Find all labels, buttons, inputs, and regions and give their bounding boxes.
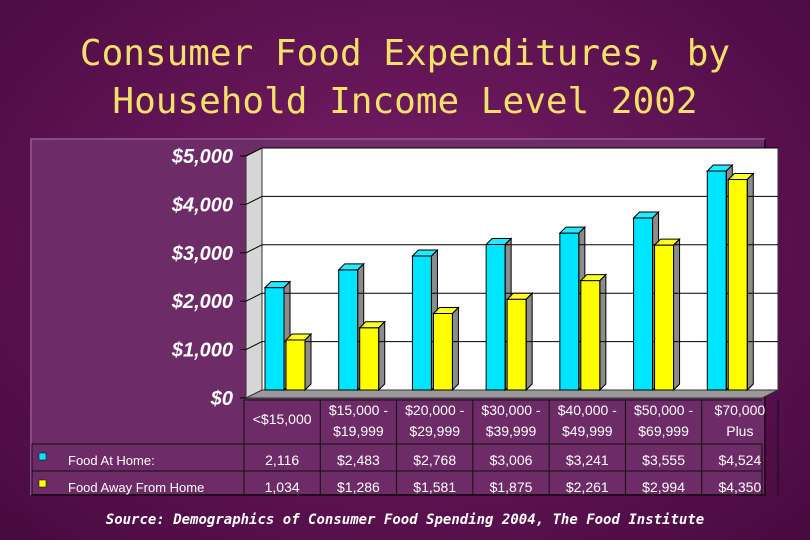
chart-title: Consumer Food Expenditures, by Household… <box>0 30 810 126</box>
bar-food-at-home-face <box>559 232 580 391</box>
bar-food-at-home-face <box>706 170 727 391</box>
bar-food-away <box>432 306 460 392</box>
y-tick-label: $4,000 <box>171 194 233 216</box>
data-value-label: $4,350 <box>718 479 761 495</box>
bar-food-away-side <box>599 273 607 392</box>
x-category-label: $15,000 - <box>329 402 388 418</box>
bar-food-away <box>653 237 681 392</box>
bar-food-at-home-face <box>264 287 285 391</box>
x-category-label: $49,999 <box>562 423 613 439</box>
legend-swatch <box>38 479 47 488</box>
data-value-label: $2,994 <box>642 479 685 495</box>
plot-floor <box>245 389 779 399</box>
bar-food-away-face <box>506 298 527 391</box>
bar-food-away-side <box>746 172 754 392</box>
bar-food-at-home-face <box>338 269 359 391</box>
bar-food-away-face <box>727 178 748 391</box>
bar-food-away <box>284 332 313 392</box>
data-value-label: $2,483 <box>337 452 380 468</box>
data-value-label: $4,524 <box>718 452 761 468</box>
data-value-label: 2,116 <box>265 452 299 468</box>
x-category-label: Plus <box>726 423 753 439</box>
x-category-label: $69,999 <box>638 423 689 439</box>
legend-series-label: Food At Home: <box>68 453 155 468</box>
bar-food-away <box>358 320 386 392</box>
chart-title-line-2: Household Income Level 2002 <box>112 81 698 122</box>
data-value-label: $1,581 <box>413 479 456 495</box>
bar-food-away-face <box>285 339 306 391</box>
gridline-side <box>245 147 263 157</box>
y-tick-label: $3,000 <box>171 243 233 265</box>
gridline-side <box>245 244 263 254</box>
data-value-label: $1,875 <box>490 479 533 495</box>
y-tick-label: $2,000 <box>171 291 233 313</box>
x-category-label: $30,000 - <box>481 402 540 418</box>
x-category-label: $20,000 - <box>405 402 464 418</box>
bar-food-away-side <box>304 332 312 392</box>
bar-food-away <box>579 273 608 392</box>
source-note: Source: Demographics of Consumer Food Sp… <box>105 512 705 528</box>
gridline-side <box>245 292 263 302</box>
y-tick-label: $1,000 <box>171 340 233 362</box>
y-tick-label: $0 <box>210 388 233 410</box>
data-value-label: $3,006 <box>490 452 533 468</box>
x-category-label: <$15,000 <box>253 411 312 427</box>
bar-food-away-face <box>432 312 453 391</box>
x-category-label: $40,000 - <box>558 402 617 418</box>
data-value-label: $2,261 <box>566 479 609 495</box>
x-category-label: $50,000 - <box>634 402 693 418</box>
gridline-side <box>245 341 263 351</box>
data-table: <$15,000 $15,000 - $19,999 $20,000 - $29,999… <box>31 399 779 496</box>
data-value-label: $3,241 <box>566 452 609 468</box>
data-value-label: $3,555 <box>642 452 685 468</box>
x-category-label: $39,999 <box>486 423 537 439</box>
bar-food-away-face <box>580 280 601 391</box>
x-category-label: $70,000 <box>715 402 766 418</box>
chart-title-line-1: Consumer Food Expenditures, by <box>79 33 731 74</box>
bar-food-at-home-face <box>633 217 654 391</box>
bar-food-at-home-face <box>485 244 506 391</box>
bar-food-away-side <box>451 306 459 392</box>
x-category-label: $29,999 <box>409 423 460 439</box>
legend-swatch <box>38 452 47 461</box>
data-value-label: 1,034 <box>265 479 300 495</box>
gridline-side <box>245 195 263 205</box>
bar-food-away-face <box>359 327 380 391</box>
data-value-label: $1,286 <box>337 479 380 495</box>
x-category-label: $19,999 <box>333 423 384 439</box>
bar-food-away <box>505 292 534 392</box>
plot-side-wall <box>245 147 263 399</box>
data-value-label: $2,768 <box>413 452 456 468</box>
legend-series-label: Food Away From Home <box>68 480 204 495</box>
bar-food-away-face <box>654 244 675 391</box>
bar-food-away <box>727 172 755 392</box>
y-tick-label: $5,000 <box>171 146 233 168</box>
bar-food-away-side <box>378 320 386 392</box>
bar-food-away-side <box>525 292 533 392</box>
bar-food-at-home <box>484 237 513 392</box>
bar-food-away-side <box>673 237 681 392</box>
bar-food-at-home-face <box>411 255 432 391</box>
